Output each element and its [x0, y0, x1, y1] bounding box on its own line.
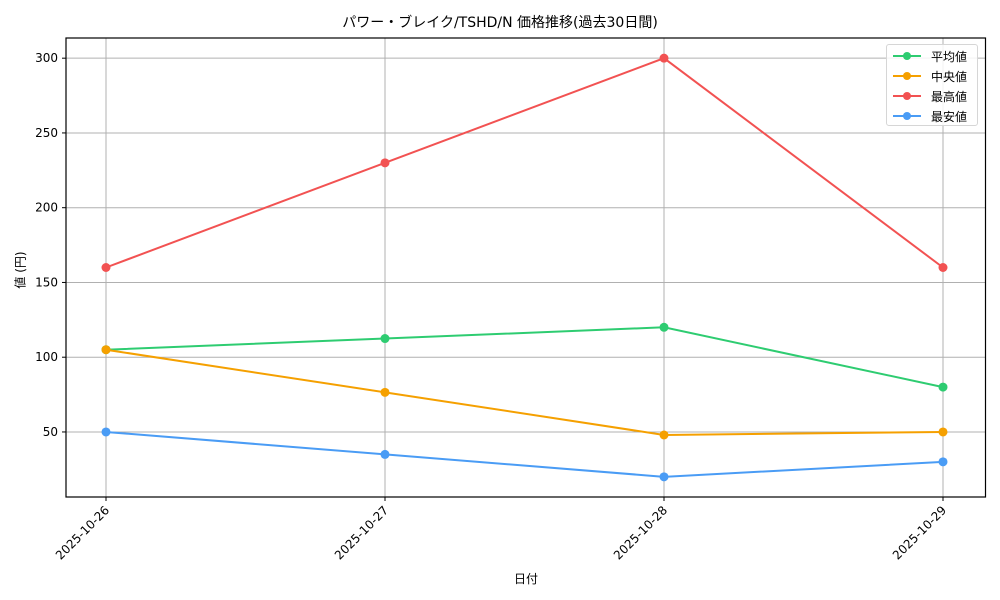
- data-series: [101, 53, 948, 482]
- x-tick-label: 2025-10-29: [890, 503, 949, 562]
- data-point: [659, 322, 669, 332]
- y-tick-label: 300: [35, 51, 58, 65]
- data-point: [380, 449, 390, 459]
- series-line: [105, 326, 944, 389]
- x-tick-label: 2025-10-27: [332, 503, 391, 562]
- chart-title: パワー・ブレイク/TSHD/N 価格推移(過去30日間): [342, 15, 658, 31]
- y-tick-label: 50: [43, 425, 58, 439]
- x-axis-ticks: 2025-10-26 2025-10-27 2025-10-28 2025-10-29: [53, 497, 949, 562]
- data-point: [659, 472, 669, 482]
- legend-item-max: 最高値: [893, 88, 967, 104]
- data-point: [101, 263, 111, 272]
- legend: 平均値 中央値 最高値 最安値: [886, 44, 978, 126]
- data-point: [938, 457, 948, 467]
- series-line: [105, 57, 944, 269]
- data-point: [101, 345, 111, 355]
- x-tick-label: 2025-10-28: [611, 503, 670, 562]
- data-point: [380, 334, 390, 344]
- x-axis-label: 日付: [513, 572, 538, 586]
- legend-marker-icon: [893, 90, 921, 102]
- legend-marker-icon: [893, 70, 921, 82]
- data-point: [659, 53, 669, 63]
- legend-marker-icon: [893, 50, 921, 62]
- legend-marker-icon: [893, 110, 921, 122]
- data-point: [659, 430, 669, 440]
- legend-item-median: 中央値: [893, 68, 967, 84]
- y-axis-ticks: 50 100 150 200 250 300: [35, 51, 66, 439]
- data-point: [938, 382, 948, 392]
- plot-frame: [65, 37, 987, 498]
- series-line: [105, 348, 944, 436]
- series-line: [105, 430, 944, 478]
- data-point: [380, 387, 390, 397]
- data-point: [938, 263, 948, 272]
- y-tick-label: 150: [35, 275, 58, 289]
- y-tick-label: 200: [35, 201, 58, 215]
- y-tick-label: 100: [35, 350, 58, 364]
- grid-lines: [66, 38, 986, 497]
- data-point: [938, 427, 948, 437]
- legend-item-min: 最安値: [893, 108, 967, 124]
- legend-item-average: 平均値: [893, 48, 967, 64]
- y-axis-label: 値 (円): [13, 251, 28, 289]
- y-tick-label: 250: [35, 126, 58, 140]
- data-point: [101, 427, 111, 437]
- x-tick-label: 2025-10-26: [53, 503, 112, 562]
- data-point: [380, 158, 390, 168]
